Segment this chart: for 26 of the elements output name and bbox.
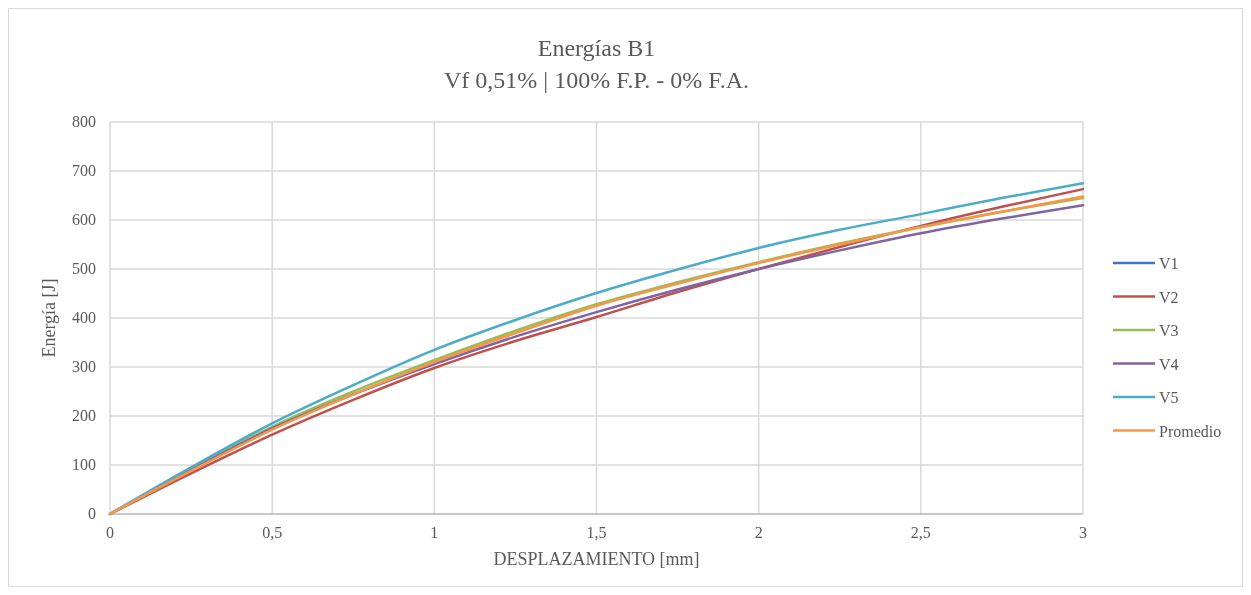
legend-label: V5 (1159, 389, 1179, 406)
y-tick-label: 200 (72, 407, 96, 424)
x-tick-label: 0 (106, 524, 114, 541)
legend-label: V4 (1159, 355, 1179, 373)
y-tick-label: 100 (72, 456, 96, 473)
x-tick-label: 2,5 (910, 524, 931, 541)
legend-label: Promedio (1159, 422, 1222, 440)
chart-subtitle: Vf 0,51% | 100% F.P. - 0% F.A. (444, 67, 749, 93)
y-tick-label: 0 (88, 505, 96, 522)
y-axis-title: Energía [J] (39, 278, 59, 358)
x-tick-label: 3 (1079, 524, 1087, 541)
x-tick-label: 2 (754, 524, 763, 541)
legend-label: V3 (1159, 322, 1179, 339)
y-tick-label: 700 (72, 162, 96, 179)
x-tick-label: 1 (430, 524, 439, 541)
x-tick-label: 1,5 (586, 524, 607, 541)
x-axis-title: DESPLAZAMIENTO [mm] (493, 549, 700, 569)
y-tick-label: 600 (72, 211, 96, 228)
x-tick-label: 0,5 (262, 524, 283, 541)
y-tick-label: 800 (72, 113, 96, 130)
y-tick-label: 500 (72, 260, 96, 277)
y-tick-label: 400 (72, 309, 96, 326)
legend-label: V2 (1159, 288, 1179, 306)
y-tick-label: 300 (72, 358, 96, 375)
legend-label: V1 (1159, 255, 1179, 272)
chart-title: Energías B1 (537, 35, 656, 61)
